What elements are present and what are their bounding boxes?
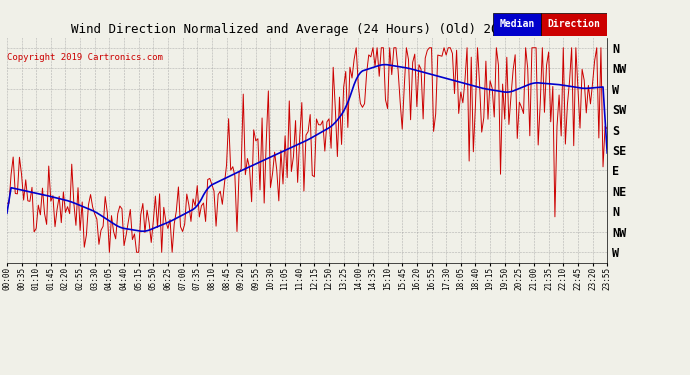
Bar bbox=[541, 13, 607, 36]
Bar bbox=[493, 13, 541, 36]
Text: Copyright 2019 Cartronics.com: Copyright 2019 Cartronics.com bbox=[7, 53, 163, 62]
Title: Wind Direction Normalized and Average (24 Hours) (Old) 20190207: Wind Direction Normalized and Average (2… bbox=[71, 23, 543, 36]
Text: Direction: Direction bbox=[548, 20, 600, 29]
Text: Median: Median bbox=[500, 20, 535, 29]
